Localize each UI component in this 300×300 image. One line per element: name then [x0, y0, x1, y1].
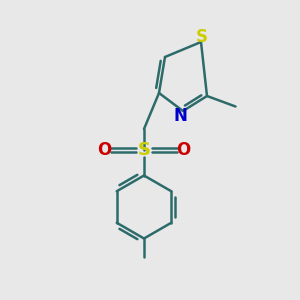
Text: S: S: [196, 28, 208, 46]
Text: S: S: [137, 141, 151, 159]
Text: N: N: [174, 107, 188, 125]
Text: O: O: [97, 141, 112, 159]
Text: O: O: [176, 141, 191, 159]
